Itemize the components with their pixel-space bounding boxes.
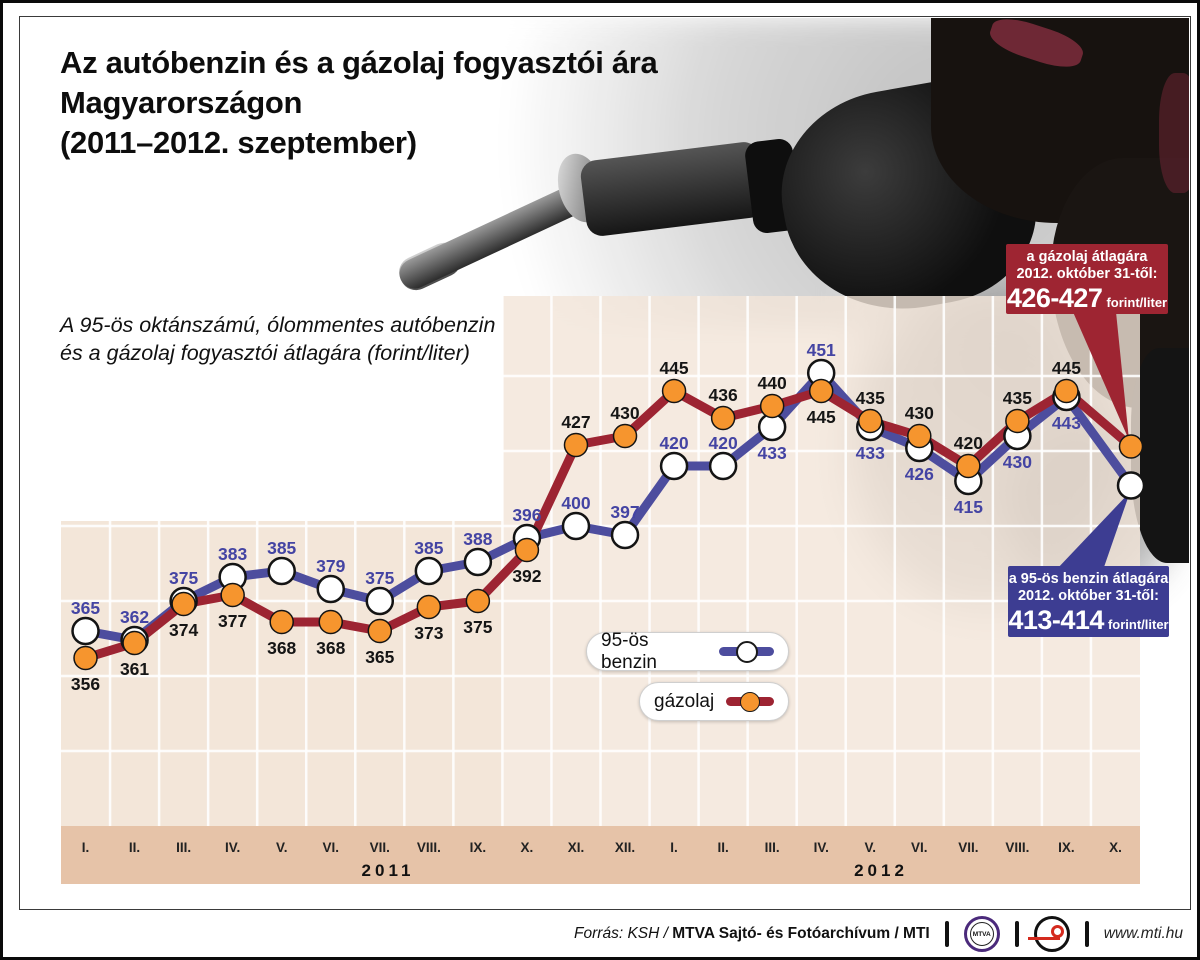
title-line-2: Magyarországon (60, 85, 303, 120)
legend-item-benzin: 95-ös benzin (586, 629, 789, 673)
white-marker-icon (735, 640, 758, 663)
source-agencies: MTVA Sajtó- és Fotóarchívum / MTI (672, 925, 930, 942)
legend-sample-benzin-line (719, 640, 774, 663)
mti-logo-underline (1027, 937, 1060, 940)
callout-petrol-value: 413-414 (1008, 605, 1104, 635)
separator-bar (1014, 921, 1019, 947)
source-prefix: Forrás: KSH / (574, 925, 668, 942)
plot-background-left (61, 521, 503, 826)
subtitle-line-2: és a gázolaj fogyasztói átlagára (forint… (60, 341, 470, 365)
footer-bar: Forrás: KSH / MTVA Sajtó- és Fotóarchívu… (6, 910, 1197, 957)
callout-diesel-line1: a gázolaj átlagára (1026, 249, 1148, 265)
source-credit: Forrás: KSH / MTVA Sajtó- és Fotóarchívu… (574, 925, 930, 943)
legend-sample-gazolaj-line (726, 691, 774, 712)
legend-item-gazolaj: gázolaj (639, 682, 789, 721)
callout-petrol-line1: a 95-ös benzin átlagára (1008, 571, 1169, 587)
mtva-logo-text: MTVA (969, 922, 994, 946)
legend-label-benzin: 95-ös benzin (601, 629, 657, 673)
callout-diesel-forecast: a gázolaj átlagára 2012. október 31-től:… (1006, 244, 1168, 314)
title-line-1: Az autóbenzin és a gázolaj fogyasztói ár… (60, 45, 658, 80)
callout-diesel-line2: 2012. október 31-től: (1016, 266, 1158, 282)
title-line-3: (2011–2012. szeptember) (60, 125, 417, 160)
mtva-logo-icon: MTVA (963, 916, 1000, 952)
legend-label-gazolaj: gázolaj (654, 690, 715, 712)
x-axis-band (61, 826, 1140, 884)
callout-petrol-forecast: a 95-ös benzin átlagára 2012. október 31… (1008, 566, 1169, 637)
orange-marker-icon (740, 691, 761, 712)
callout-diesel-unit: forint/liter (1106, 295, 1168, 310)
subtitle-line-1: A 95-ös oktánszámú, ólommentes autóbenzi… (60, 313, 496, 337)
mti-logo-icon (1027, 916, 1070, 952)
website-url: www.mti.hu (1103, 925, 1183, 942)
plot-background-right (502, 296, 1140, 826)
chart-subtitle: A 95-ös oktánszámú, ólommentes autóbenzi… (60, 311, 540, 367)
callout-diesel-value: 426-427 (1006, 283, 1103, 313)
page-title: Az autóbenzin és a gázolaj fogyasztói ár… (60, 43, 660, 163)
callout-petrol-unit: forint/liter (1107, 617, 1169, 632)
glove-red-cuff (1159, 73, 1189, 193)
callout-petrol-line2: 2012. október 31-től: (1017, 588, 1159, 604)
mti-logo-ring (1050, 925, 1064, 938)
separator-bar (1084, 921, 1089, 947)
separator-bar (944, 921, 949, 947)
